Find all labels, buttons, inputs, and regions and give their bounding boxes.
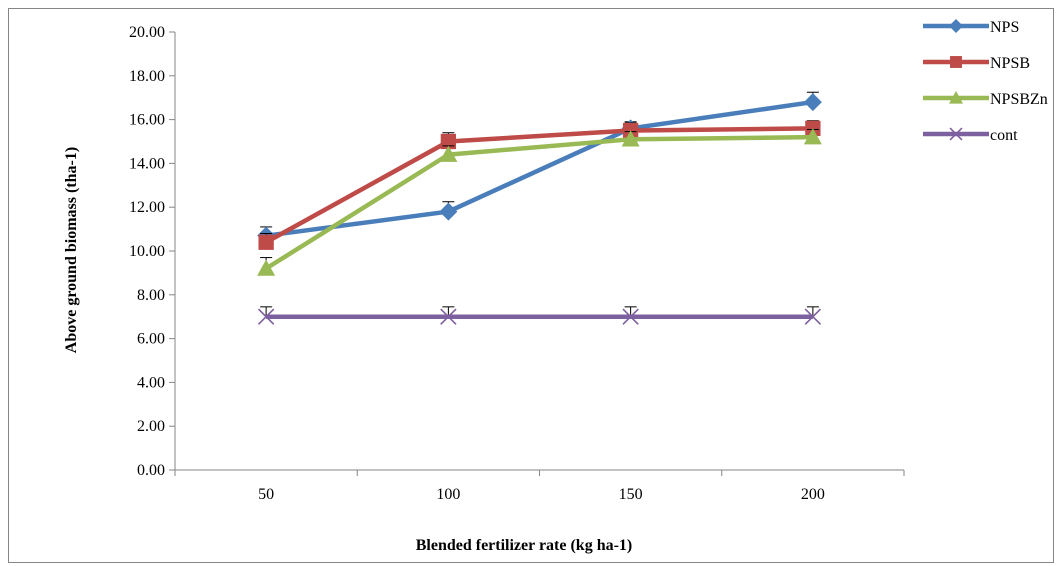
series-line: [265, 126, 813, 245]
y-tick-label: 4.00: [137, 374, 165, 391]
y-tick-label: 16.00: [129, 112, 165, 129]
legend-item: cont: [923, 127, 1018, 144]
x-tick-label: 50: [258, 486, 274, 503]
legend-item: NPS: [923, 19, 1019, 36]
y-tick-label: 2.00: [137, 418, 165, 435]
legend-label: NPSBZn: [990, 91, 1048, 108]
x-marker: [257, 308, 275, 325]
diamond-marker: [439, 202, 458, 221]
x-tick-label: 100: [436, 486, 460, 503]
y-tick-label: 10.00: [129, 243, 165, 260]
series-line: [264, 134, 813, 271]
y-tick-label: 8.00: [137, 287, 165, 304]
legend-item: NPSB: [923, 55, 1030, 72]
y-tick-label: 18.00: [129, 68, 165, 85]
x-tick-labels: 50 100 150 200: [258, 486, 825, 503]
y-axis-title: Above ground biomass (tha-1): [63, 147, 80, 353]
series-layer: [257, 91, 822, 325]
x-marker: [804, 308, 822, 325]
axes: [169, 31, 905, 476]
y-tick-label: 20.00: [129, 24, 165, 41]
x-tick-label: 200: [801, 486, 825, 503]
x-axis-title: Blended fertilizer rate (kg ha-1): [416, 537, 633, 554]
triangle-marker: [439, 145, 458, 162]
legend-label: NPS: [990, 19, 1019, 36]
triangle-marker: [257, 259, 276, 276]
series-cont: [257, 306, 822, 325]
square-marker: [440, 133, 457, 150]
triangle-marker: [949, 91, 963, 104]
series-NPSBZn: [257, 128, 822, 276]
y-tick-labels: 0.00 2.00 4.00 6.00 8.00 10.00 12.00 14.00 16.00…: [129, 24, 165, 479]
triangle-marker: [803, 128, 822, 145]
y-tick-label: 0.00: [137, 462, 165, 479]
y-tick-label: 14.00: [129, 155, 165, 172]
y-tick-label: 12.00: [129, 199, 165, 216]
legend-item: NPSBZn: [923, 91, 1048, 108]
x-marker: [440, 308, 457, 325]
legend: NPS NPSB NPSBZn cont: [923, 19, 1048, 144]
diamond-marker: [949, 19, 963, 33]
x-tick-label: 150: [619, 486, 643, 503]
triangle-marker: [621, 130, 640, 147]
legend-label: cont: [990, 127, 1018, 144]
legend-label: NPSB: [990, 55, 1030, 72]
x-marker: [622, 308, 639, 325]
square-marker: [258, 234, 274, 250]
diamond-marker: [803, 93, 822, 112]
y-tick-label: 6.00: [137, 331, 165, 348]
series-line: [265, 99, 814, 238]
square-marker: [950, 56, 962, 68]
x-marker: [949, 127, 963, 141]
